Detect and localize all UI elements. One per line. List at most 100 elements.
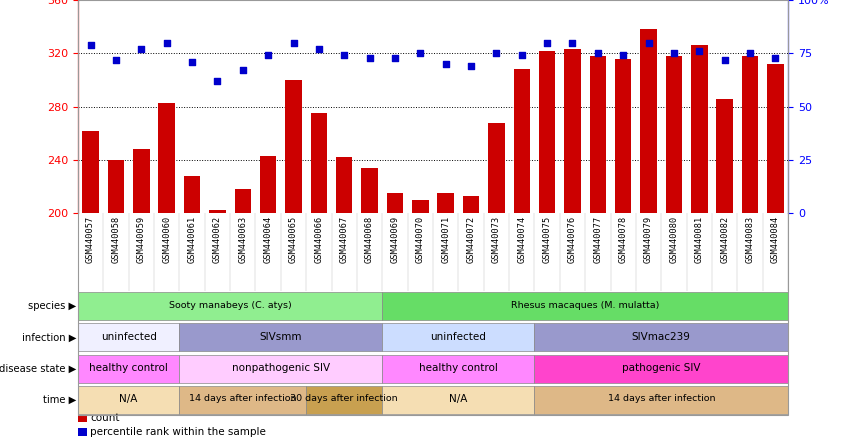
Text: GSM440074: GSM440074 — [517, 215, 527, 263]
Text: GSM440081: GSM440081 — [695, 215, 704, 263]
Text: GSM440065: GSM440065 — [289, 215, 298, 263]
Bar — [285, 80, 301, 213]
Bar — [336, 157, 352, 213]
Text: nonpathogenic SIV: nonpathogenic SIV — [232, 363, 330, 373]
Bar — [260, 156, 276, 213]
Text: GSM440060: GSM440060 — [162, 215, 171, 263]
Text: GSM440077: GSM440077 — [593, 215, 603, 263]
Point — [642, 39, 656, 46]
Bar — [184, 176, 200, 213]
Text: GSM440079: GSM440079 — [644, 215, 653, 263]
Bar — [615, 59, 631, 213]
Text: healthy control: healthy control — [419, 363, 498, 373]
Text: GSM440062: GSM440062 — [213, 215, 222, 263]
Text: GSM440064: GSM440064 — [263, 215, 273, 263]
Point — [489, 50, 503, 57]
Bar — [590, 56, 606, 213]
Bar — [565, 49, 581, 213]
Bar — [179, 354, 382, 382]
Point — [693, 48, 707, 55]
Text: N/A: N/A — [120, 394, 138, 404]
Point — [743, 50, 757, 57]
Text: GSM440070: GSM440070 — [416, 215, 425, 263]
Point — [262, 52, 275, 59]
Text: GSM440075: GSM440075 — [543, 215, 552, 263]
Text: Sooty manabeys (C. atys): Sooty manabeys (C. atys) — [169, 301, 292, 310]
Text: GSM440078: GSM440078 — [618, 215, 628, 263]
Point — [768, 54, 782, 61]
Text: GSM440058: GSM440058 — [112, 215, 120, 263]
Point — [540, 39, 554, 46]
Text: GSM440067: GSM440067 — [339, 215, 349, 263]
Bar — [514, 69, 530, 213]
Point — [515, 52, 529, 59]
Bar — [78, 323, 179, 352]
Bar — [716, 99, 733, 213]
Text: GSM440076: GSM440076 — [568, 215, 577, 263]
Point — [236, 67, 249, 74]
Text: GSM440082: GSM440082 — [721, 215, 729, 263]
Text: disease state ▶: disease state ▶ — [0, 364, 76, 373]
Bar — [78, 428, 87, 436]
Text: SIVmac239: SIVmac239 — [632, 332, 691, 341]
Bar — [179, 323, 382, 352]
Point — [388, 54, 402, 61]
Bar — [640, 29, 656, 213]
Point — [363, 54, 377, 61]
Bar — [78, 292, 382, 321]
Point — [185, 58, 199, 65]
Bar — [462, 196, 479, 213]
Bar — [78, 385, 179, 414]
Bar — [107, 160, 124, 213]
Text: GSM440073: GSM440073 — [492, 215, 501, 263]
Bar — [382, 385, 534, 414]
Bar — [382, 323, 534, 352]
Text: GSM440069: GSM440069 — [391, 215, 399, 263]
Bar — [78, 413, 87, 422]
Text: uninfected: uninfected — [430, 332, 487, 341]
Point — [667, 50, 681, 57]
Bar — [412, 200, 429, 213]
Point — [109, 56, 123, 63]
Text: infection ▶: infection ▶ — [22, 333, 76, 342]
Text: GSM440072: GSM440072 — [467, 215, 475, 263]
Text: SIVsmm: SIVsmm — [260, 332, 302, 341]
Text: uninfected: uninfected — [100, 332, 157, 341]
Bar — [307, 385, 382, 414]
Text: N/A: N/A — [449, 394, 468, 404]
Text: Rhesus macaques (M. mulatta): Rhesus macaques (M. mulatta) — [511, 301, 659, 310]
Point — [413, 50, 427, 57]
Bar — [82, 131, 99, 213]
Bar — [387, 193, 404, 213]
Text: species ▶: species ▶ — [28, 301, 76, 311]
Point — [159, 39, 173, 46]
Text: GSM440071: GSM440071 — [441, 215, 450, 263]
Bar — [767, 64, 784, 213]
Bar — [534, 354, 788, 382]
Text: GSM440057: GSM440057 — [86, 215, 95, 263]
Text: GSM440059: GSM440059 — [137, 215, 145, 263]
Point — [134, 45, 148, 52]
Bar — [78, 354, 179, 382]
Text: time ▶: time ▶ — [42, 395, 76, 404]
Text: GSM440063: GSM440063 — [238, 215, 248, 263]
Point — [565, 39, 579, 46]
Text: 30 days after infection: 30 days after infection — [290, 394, 398, 403]
Bar — [488, 123, 505, 213]
Bar — [361, 168, 378, 213]
Text: percentile rank within the sample: percentile rank within the sample — [90, 427, 266, 437]
Point — [210, 77, 224, 84]
Bar — [235, 189, 251, 213]
Text: GSM440066: GSM440066 — [314, 215, 323, 263]
Point — [84, 41, 98, 48]
Bar — [133, 149, 150, 213]
Bar — [382, 354, 534, 382]
Bar — [666, 56, 682, 213]
Bar — [311, 113, 327, 213]
Text: GSM440080: GSM440080 — [669, 215, 678, 263]
Text: GSM440061: GSM440061 — [188, 215, 197, 263]
Bar — [179, 385, 307, 414]
Point — [439, 60, 453, 67]
Bar — [437, 193, 454, 213]
Bar — [534, 385, 788, 414]
